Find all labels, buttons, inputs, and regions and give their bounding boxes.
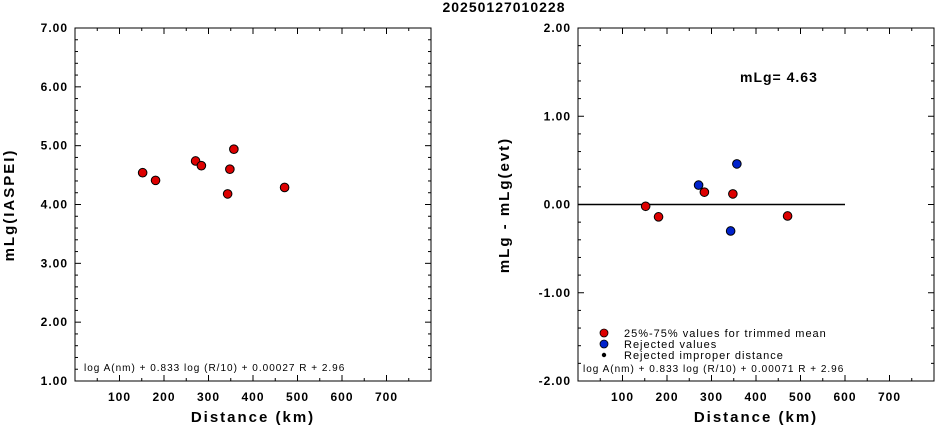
legend-marker-rejected — [599, 339, 609, 349]
right-y-axis-label: mLg - mLg(evt) — [496, 137, 513, 273]
right-y-tick-label: 1.00 — [544, 109, 571, 123]
right-x-tick-label: 200 — [655, 390, 678, 404]
right-y-tick-label: -2.00 — [539, 374, 571, 388]
right-points — [640, 159, 793, 236]
legend-label-improper-distance: Rejected improper distance — [624, 350, 784, 362]
right-x-tick-label: 100 — [611, 390, 634, 404]
right-data-point — [699, 187, 710, 197]
legend-marker-improper-distance — [601, 352, 607, 358]
right-data-point — [782, 211, 793, 221]
mlg-annotation: mLg= 4.63 — [740, 69, 818, 85]
legend-label-trimmed-mean: 25%-75% values for trimmed mean — [624, 328, 827, 340]
legend-marker-trimmed-mean — [599, 328, 609, 338]
right-data-point — [732, 159, 742, 169]
left-x-tick-label: 700 — [375, 390, 398, 404]
left-y-tick-label: 2.00 — [41, 315, 68, 329]
left-y-tick-label: 7.00 — [41, 21, 68, 35]
left-x-axis-label: Distance (km) — [191, 409, 315, 426]
right-data-point — [693, 180, 704, 190]
left-y-tick-label: 6.00 — [41, 80, 68, 94]
left-data-point — [150, 175, 161, 186]
right-ticks: 100 200 300 400 500 600 700 -2.00 -1.00 0.00 1.00 2… — [539, 21, 934, 404]
left-ticks: 100 200 300 400 500 600 700 1.00 2.00 3.00 4.00 5.0… — [41, 21, 431, 404]
right-x-tick-label: 400 — [744, 390, 767, 404]
left-x-tick-label: 300 — [197, 390, 220, 404]
legend-label-rejected: Rejected values — [624, 339, 717, 351]
left-y-tick-label: 1.00 — [41, 374, 68, 388]
left-data-point — [137, 167, 148, 178]
legend: 25%-75% values for trimmed mean Rejected… — [599, 328, 827, 362]
left-y-tick-label: 3.00 — [41, 256, 68, 270]
right-x-tick-label: 600 — [833, 390, 856, 404]
left-y-axis-label: mLg(IASPEI) — [1, 149, 18, 262]
right-data-point — [640, 201, 651, 212]
right-x-axis-label: Distance (km) — [694, 409, 818, 426]
left-y-tick-label: 4.00 — [41, 198, 68, 212]
left-x-tick-label: 400 — [241, 390, 264, 404]
right-data-point — [728, 189, 738, 199]
right-data-point — [653, 212, 664, 222]
right-x-tick-label: 300 — [700, 390, 723, 404]
left-data-point — [225, 164, 235, 174]
left-plot-frame — [74, 27, 432, 382]
left-formula: log A(nm) + 0.833 log (R/10) + 0.00027 R… — [84, 363, 345, 374]
right-formula: log A(nm) + 0.833 log (R/10) + 0.00071 R… — [583, 364, 844, 375]
right-y-tick-label: -1.00 — [539, 286, 571, 300]
right-x-tick-label: 500 — [789, 390, 812, 404]
left-data-point — [229, 144, 239, 154]
right-y-tick-label: 0.00 — [544, 198, 571, 212]
left-x-tick-label: 500 — [286, 390, 309, 404]
right-x-tick-label: 700 — [878, 390, 901, 404]
right-y-tick-label: 2.00 — [544, 21, 571, 35]
right-panel: 100 200 300 400 500 600 700 -2.00 -1.00 0.00 1.00 2… — [496, 21, 935, 426]
left-x-tick-label: 100 — [108, 390, 131, 404]
left-x-tick-label: 600 — [330, 390, 353, 404]
left-data-point — [222, 189, 233, 199]
figure-title: 20250127010228 — [442, 0, 565, 15]
right-data-point — [725, 226, 736, 236]
left-data-point — [196, 160, 207, 171]
left-points — [137, 144, 290, 199]
left-data-point — [279, 182, 290, 193]
left-x-tick-label: 200 — [152, 390, 175, 404]
left-panel: 100 200 300 400 500 600 700 1.00 2.00 3.00 4.00 5.0… — [1, 21, 432, 426]
left-y-tick-label: 5.00 — [41, 139, 68, 153]
